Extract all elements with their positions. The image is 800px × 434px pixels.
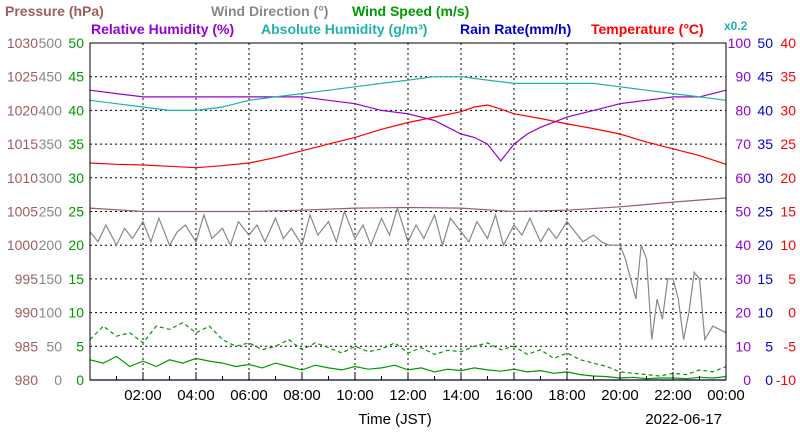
temperature-tick-label: 40 <box>780 35 796 51</box>
pressure-tick-label: 985 <box>15 338 39 354</box>
legend-item: Wind Direction (°) <box>211 3 328 19</box>
wind_direction-tick-label: 200 <box>39 237 63 253</box>
humidity-tick-label: 30 <box>735 271 751 287</box>
wind_speed-tick-label: 40 <box>68 102 84 118</box>
rain_rate-tick-label: 25 <box>757 204 773 220</box>
pressure-tick-label: 980 <box>15 372 39 388</box>
date-label: 2022-06-17 <box>645 411 722 428</box>
x-tick-label: 12:00 <box>389 387 427 404</box>
right-axes: 1009080706050403020100504540353025201510… <box>728 35 797 388</box>
humidity-tick-label: 10 <box>735 338 751 354</box>
temperature-tick-label: 30 <box>780 102 796 118</box>
legend-item: Absolute Humidity (g/m³) <box>261 21 427 37</box>
wind_direction-tick-label: 300 <box>39 170 63 186</box>
x-tick-label: 18:00 <box>548 387 586 404</box>
series-line <box>89 104 727 169</box>
rain_rate-tick-label: 45 <box>757 69 773 85</box>
wind_direction-tick-label: 450 <box>39 69 63 85</box>
humidity-tick-label: 20 <box>735 305 751 321</box>
x-tick-label: 14:00 <box>442 387 480 404</box>
legend-item: Rain Rate(mm/h) <box>460 21 571 37</box>
humidity-tick-label: 50 <box>735 204 751 220</box>
legend-item: Relative Humidity (%) <box>91 21 234 37</box>
wind_direction-tick-label: 100 <box>39 305 63 321</box>
series-line <box>89 89 727 162</box>
pressure-tick-label: 1025 <box>7 69 38 85</box>
rain_rate-tick-label: 10 <box>757 305 773 321</box>
rain_rate-tick-label: 20 <box>757 237 773 253</box>
rain_rate-tick-label: 0 <box>765 372 773 388</box>
temperature-tick-label: 25 <box>780 136 796 152</box>
legend-item: Temperature (°C) <box>591 21 704 37</box>
wind_speed-tick-label: 0 <box>76 372 84 388</box>
x-axis-ticks: 02:00 04:00 06:00 08:00 10:00 12:00 14:00 16:00… <box>89 372 745 404</box>
temperature-tick-label: 0 <box>788 305 796 321</box>
x-tick-label: 20:00 <box>601 387 639 404</box>
x-tick-label: 22:00 <box>654 387 692 404</box>
wind_speed-tick-label: 35 <box>68 136 84 152</box>
legend-item: Wind Speed (m/s) <box>352 3 469 19</box>
temperature-tick-label: 15 <box>780 204 796 220</box>
x-tick-label: 10:00 <box>336 387 374 404</box>
pressure-tick-label: 1020 <box>7 102 38 118</box>
pressure-tick-label: 995 <box>15 271 39 287</box>
rain_rate-tick-label: 35 <box>757 136 773 152</box>
x-axis-title: Time (JST) <box>358 411 432 428</box>
rain_rate-tick-label: 15 <box>757 271 773 287</box>
temperature-tick-label: 10 <box>780 237 796 253</box>
series-line <box>89 321 727 377</box>
wind_direction-tick-label: 350 <box>39 136 63 152</box>
legend: Pressure (hPa) Wind Direction (°) Wind Spe… <box>5 3 748 37</box>
wind_speed-tick-label: 50 <box>68 35 84 51</box>
humidity-tick-label: 90 <box>735 69 751 85</box>
wind_speed-tick-label: 15 <box>68 271 84 287</box>
wind_direction-tick-label: 500 <box>39 35 63 51</box>
pressure-tick-label: 1010 <box>7 170 38 186</box>
series-line <box>89 197 727 213</box>
rain_rate-tick-label: 40 <box>757 102 773 118</box>
x-tick-label: 00:00 <box>707 387 745 404</box>
temperature-tick-label: 35 <box>780 69 796 85</box>
humidity-tick-label: 60 <box>735 170 751 186</box>
wind_direction-tick-label: 150 <box>39 271 63 287</box>
legend-scale-note: x0.2 <box>724 19 748 33</box>
wind_direction-tick-label: 0 <box>54 372 62 388</box>
wind_direction-tick-label: 50 <box>46 338 62 354</box>
wind_speed-tick-label: 10 <box>68 305 84 321</box>
rain_rate-tick-label: 30 <box>757 170 773 186</box>
series-line <box>89 76 727 112</box>
humidity-tick-label: 40 <box>735 237 751 253</box>
humidity-tick-label: 0 <box>743 372 751 388</box>
wind_direction-tick-label: 400 <box>39 102 63 118</box>
legend-item: Pressure (hPa) <box>5 3 104 19</box>
pressure-tick-label: 1000 <box>7 237 38 253</box>
temperature-tick-label: 5 <box>788 271 796 287</box>
x-tick-label: 08:00 <box>283 387 321 404</box>
pressure-tick-label: 1005 <box>7 204 38 220</box>
pressure-tick-label: 1015 <box>7 136 38 152</box>
left-axes: 1030102510201015101010051000995990985980… <box>7 35 84 388</box>
wind_speed-tick-label: 25 <box>68 204 84 220</box>
x-tick-label: 16:00 <box>495 387 533 404</box>
pressure-tick-label: 990 <box>15 305 39 321</box>
x-tick-label: 02:00 <box>124 387 162 404</box>
wind_speed-tick-label: 20 <box>68 237 84 253</box>
wind_speed-tick-label: 5 <box>76 338 84 354</box>
wind_speed-tick-label: 45 <box>68 69 84 85</box>
x-tick-label: 06:00 <box>230 387 268 404</box>
series-line <box>89 206 727 342</box>
humidity-tick-label: 70 <box>735 136 751 152</box>
temperature-tick-label: -10 <box>776 372 796 388</box>
humidity-tick-label: 100 <box>728 35 752 51</box>
rain_rate-tick-label: 5 <box>765 338 773 354</box>
temperature-tick-label: -5 <box>784 338 797 354</box>
x-tick-label: 04:00 <box>177 387 215 404</box>
humidity-tick-label: 80 <box>735 102 751 118</box>
wind_speed-tick-label: 30 <box>68 170 84 186</box>
pressure-tick-label: 1030 <box>7 35 38 51</box>
temperature-tick-label: 20 <box>780 170 796 186</box>
wind_direction-tick-label: 250 <box>39 204 63 220</box>
rain_rate-tick-label: 50 <box>757 35 773 51</box>
